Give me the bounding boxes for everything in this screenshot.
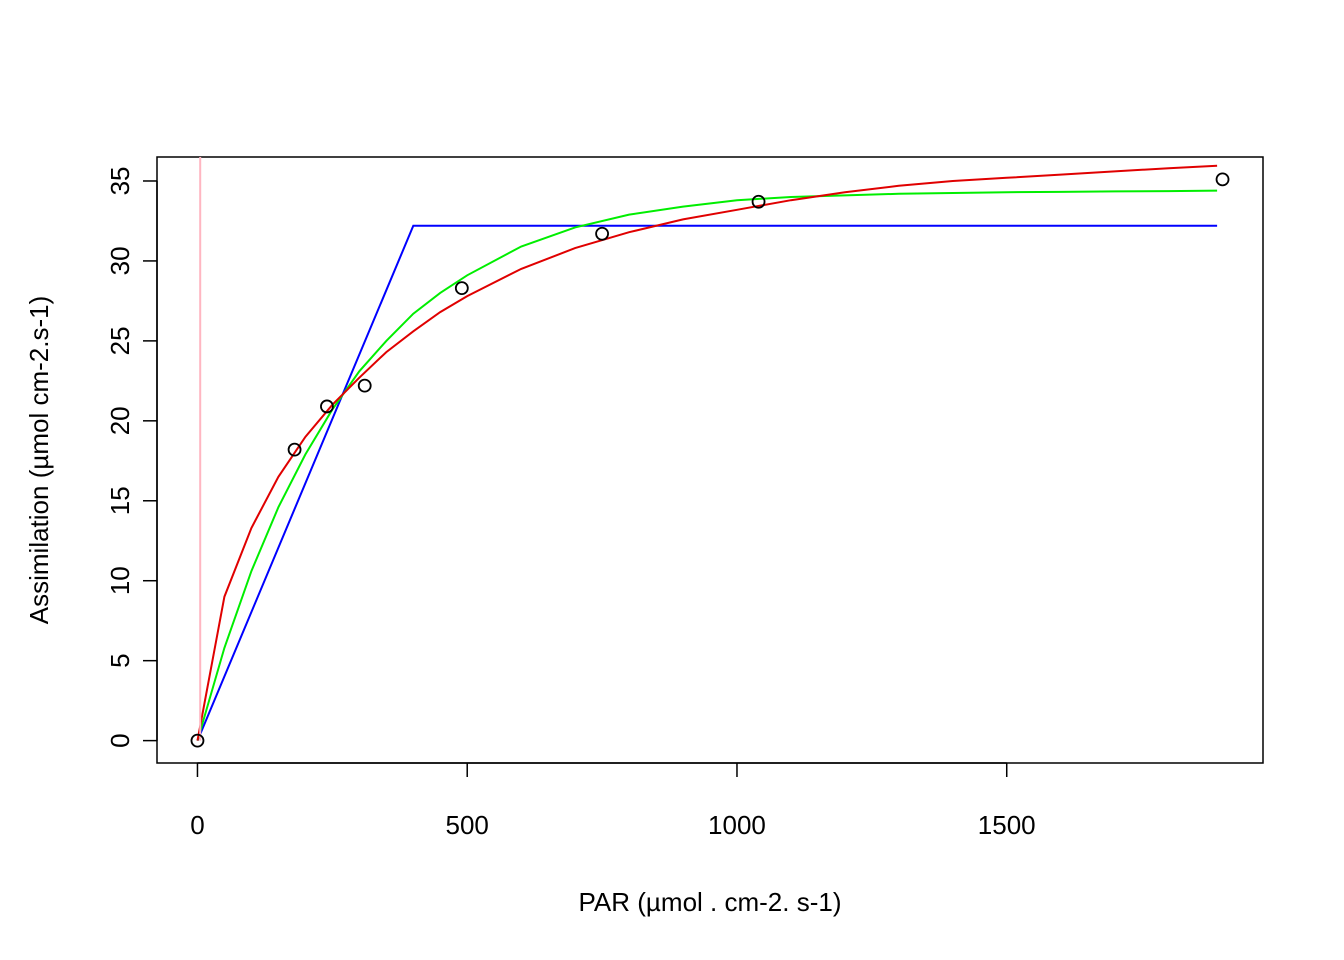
- y-tick-label: 20: [105, 406, 135, 435]
- x-tick-label: 0: [190, 810, 204, 840]
- y-tick-label: 0: [105, 733, 135, 747]
- fit-curves: [196, 157, 1218, 741]
- y-axis-title: Assimilation (µmol cm-2.s-1): [24, 296, 54, 624]
- data-point: [1215, 172, 1230, 187]
- x-axis-title: PAR (µmol . cm-2. s-1): [579, 887, 842, 917]
- data-point: [454, 281, 469, 296]
- y-tick-label: 10: [105, 566, 135, 595]
- x-tick-label: 500: [446, 810, 489, 840]
- data-point: [320, 399, 334, 414]
- fit-curve-3: [196, 164, 1218, 741]
- fit-curve-1: [196, 224, 1218, 741]
- y-tick-label: 25: [105, 326, 135, 355]
- y-tick-label: 30: [105, 246, 135, 275]
- y-tick-label: 35: [105, 167, 135, 196]
- data-point: [287, 442, 302, 457]
- y-tick-label: 15: [105, 486, 135, 515]
- y-tick-label: 5: [105, 653, 135, 667]
- x-axis: 0 500 1000 1500: [190, 762, 1036, 840]
- data-point: [751, 194, 766, 209]
- data-points: [190, 172, 1230, 748]
- x-tick-label: 1500: [978, 810, 1036, 840]
- data-point: [357, 378, 372, 393]
- fit-curve-2: [196, 189, 1218, 741]
- data-point: [190, 733, 205, 748]
- plot-frame: [156, 156, 1264, 764]
- y-axis: 0 5 10 15 20 25 30 35: [105, 167, 158, 748]
- x-tick-label: 1000: [708, 810, 766, 840]
- data-point: [595, 226, 609, 241]
